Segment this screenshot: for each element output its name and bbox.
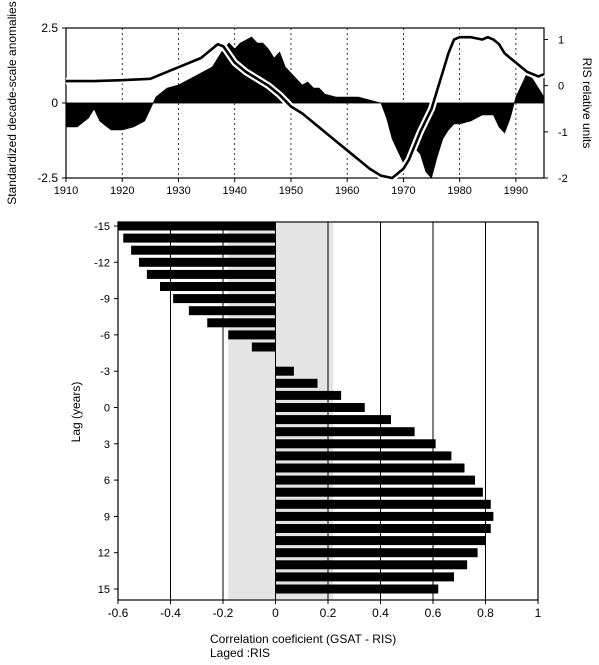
x-axis-title: Correlation coeficient (GSAT - RIS) [210, 632, 397, 646]
lag-tick-label: -12 [94, 257, 110, 269]
correlation-bar [173, 294, 276, 304]
x-tick-label: 1910 [54, 185, 78, 197]
x-tick-label: 1950 [279, 185, 303, 197]
x-tick-label: 0 [272, 606, 279, 620]
y2-tick-label: 0 [558, 81, 564, 93]
lag-tick-label: 15 [98, 584, 110, 596]
x-tick-label: 0.8 [477, 606, 494, 620]
x-tick-label: 1990 [504, 185, 528, 197]
correlation-panel: -0.6 -0.4 -0.2 0 0.2 0.4 0.6 0.8 1 -15 -12 -9 -6 -3 0… [69, 221, 542, 620]
correlation-bar [275, 390, 342, 400]
correlation-bar [118, 221, 276, 231]
correlation-bar [275, 427, 415, 437]
correlation-bar [275, 415, 391, 425]
correlation-bar [188, 306, 276, 316]
y2-tick-label: -1 [558, 127, 568, 139]
lag-tick-label: -9 [100, 294, 110, 306]
correlation-bar [228, 330, 276, 340]
y2-tick-label: -2 [558, 173, 568, 185]
correlation-bar [275, 487, 483, 497]
lag-tick-label: 9 [104, 511, 110, 523]
correlation-bar [275, 451, 452, 461]
correlation-bar [275, 572, 454, 582]
x-tick-label: 0.2 [320, 606, 337, 620]
x-tick-label: -0.6 [108, 606, 129, 620]
correlation-bar [275, 366, 294, 376]
lag-axis-title: Lag (years) [69, 382, 83, 443]
lag-tick-label: 0 [104, 403, 110, 415]
y2-axis-title: RIS relative units [580, 58, 594, 149]
lag-tick-label: 3 [104, 439, 110, 451]
lag-tick-label: 6 [104, 475, 110, 487]
correlation-bar [207, 318, 276, 328]
correlation-bar [275, 524, 491, 533]
x-axis-subtitle: Laged :RIS [210, 646, 271, 660]
x-tick-label: 1 [535, 606, 542, 620]
correlation-bar [146, 269, 276, 279]
y-tick-label: -2.5 [37, 171, 58, 185]
correlation-bar [251, 342, 276, 352]
correlation-bar [275, 439, 436, 449]
correlation-bar [275, 378, 318, 388]
y-tick-label: 2.5 [41, 21, 58, 35]
correlation-bar [275, 511, 494, 521]
time-series-panel: 1910 1920 1930 1940 1950 1960 1970 1980 1990 2.5… [5, 1, 594, 204]
x-tick-label: 1960 [335, 185, 359, 197]
correlation-bar [275, 403, 365, 412]
y-tick-label: 0 [51, 96, 58, 110]
y2-tick-label: 1 [558, 35, 564, 47]
correlation-bar [275, 548, 478, 558]
correlation-bar [139, 257, 276, 267]
correlation-bar [275, 560, 468, 570]
correlation-bar [275, 499, 491, 509]
x-tick-label: 1970 [391, 185, 415, 197]
x-tick-label: 1980 [447, 185, 471, 197]
x-tick-label: 0.6 [425, 606, 442, 620]
lag-tick-label: 12 [98, 548, 110, 560]
lag-tick-label: -15 [94, 221, 110, 233]
x-tick-label: 1920 [110, 185, 134, 197]
correlation-bar [275, 584, 439, 594]
x-tick-label: 1930 [166, 185, 190, 197]
correlation-bar [160, 282, 276, 291]
correlation-bar [275, 463, 465, 473]
x-tick-label: -0.2 [213, 606, 234, 620]
y-axis-title: Standardized decade-scale anomalies [5, 1, 19, 204]
anomaly-area [65, 36, 545, 179]
x-tick-label: 0.4 [372, 606, 389, 620]
correlation-bar [275, 536, 486, 546]
lag-tick-label: -6 [100, 330, 110, 342]
x-tick-label: -0.4 [160, 606, 181, 620]
ris-line [66, 35, 545, 180]
x-tick-label: 1940 [222, 185, 246, 197]
correlation-bar [131, 245, 276, 255]
correlation-bar [275, 475, 475, 485]
correlation-bar [123, 233, 276, 243]
lag-tick-label: -3 [100, 366, 110, 378]
